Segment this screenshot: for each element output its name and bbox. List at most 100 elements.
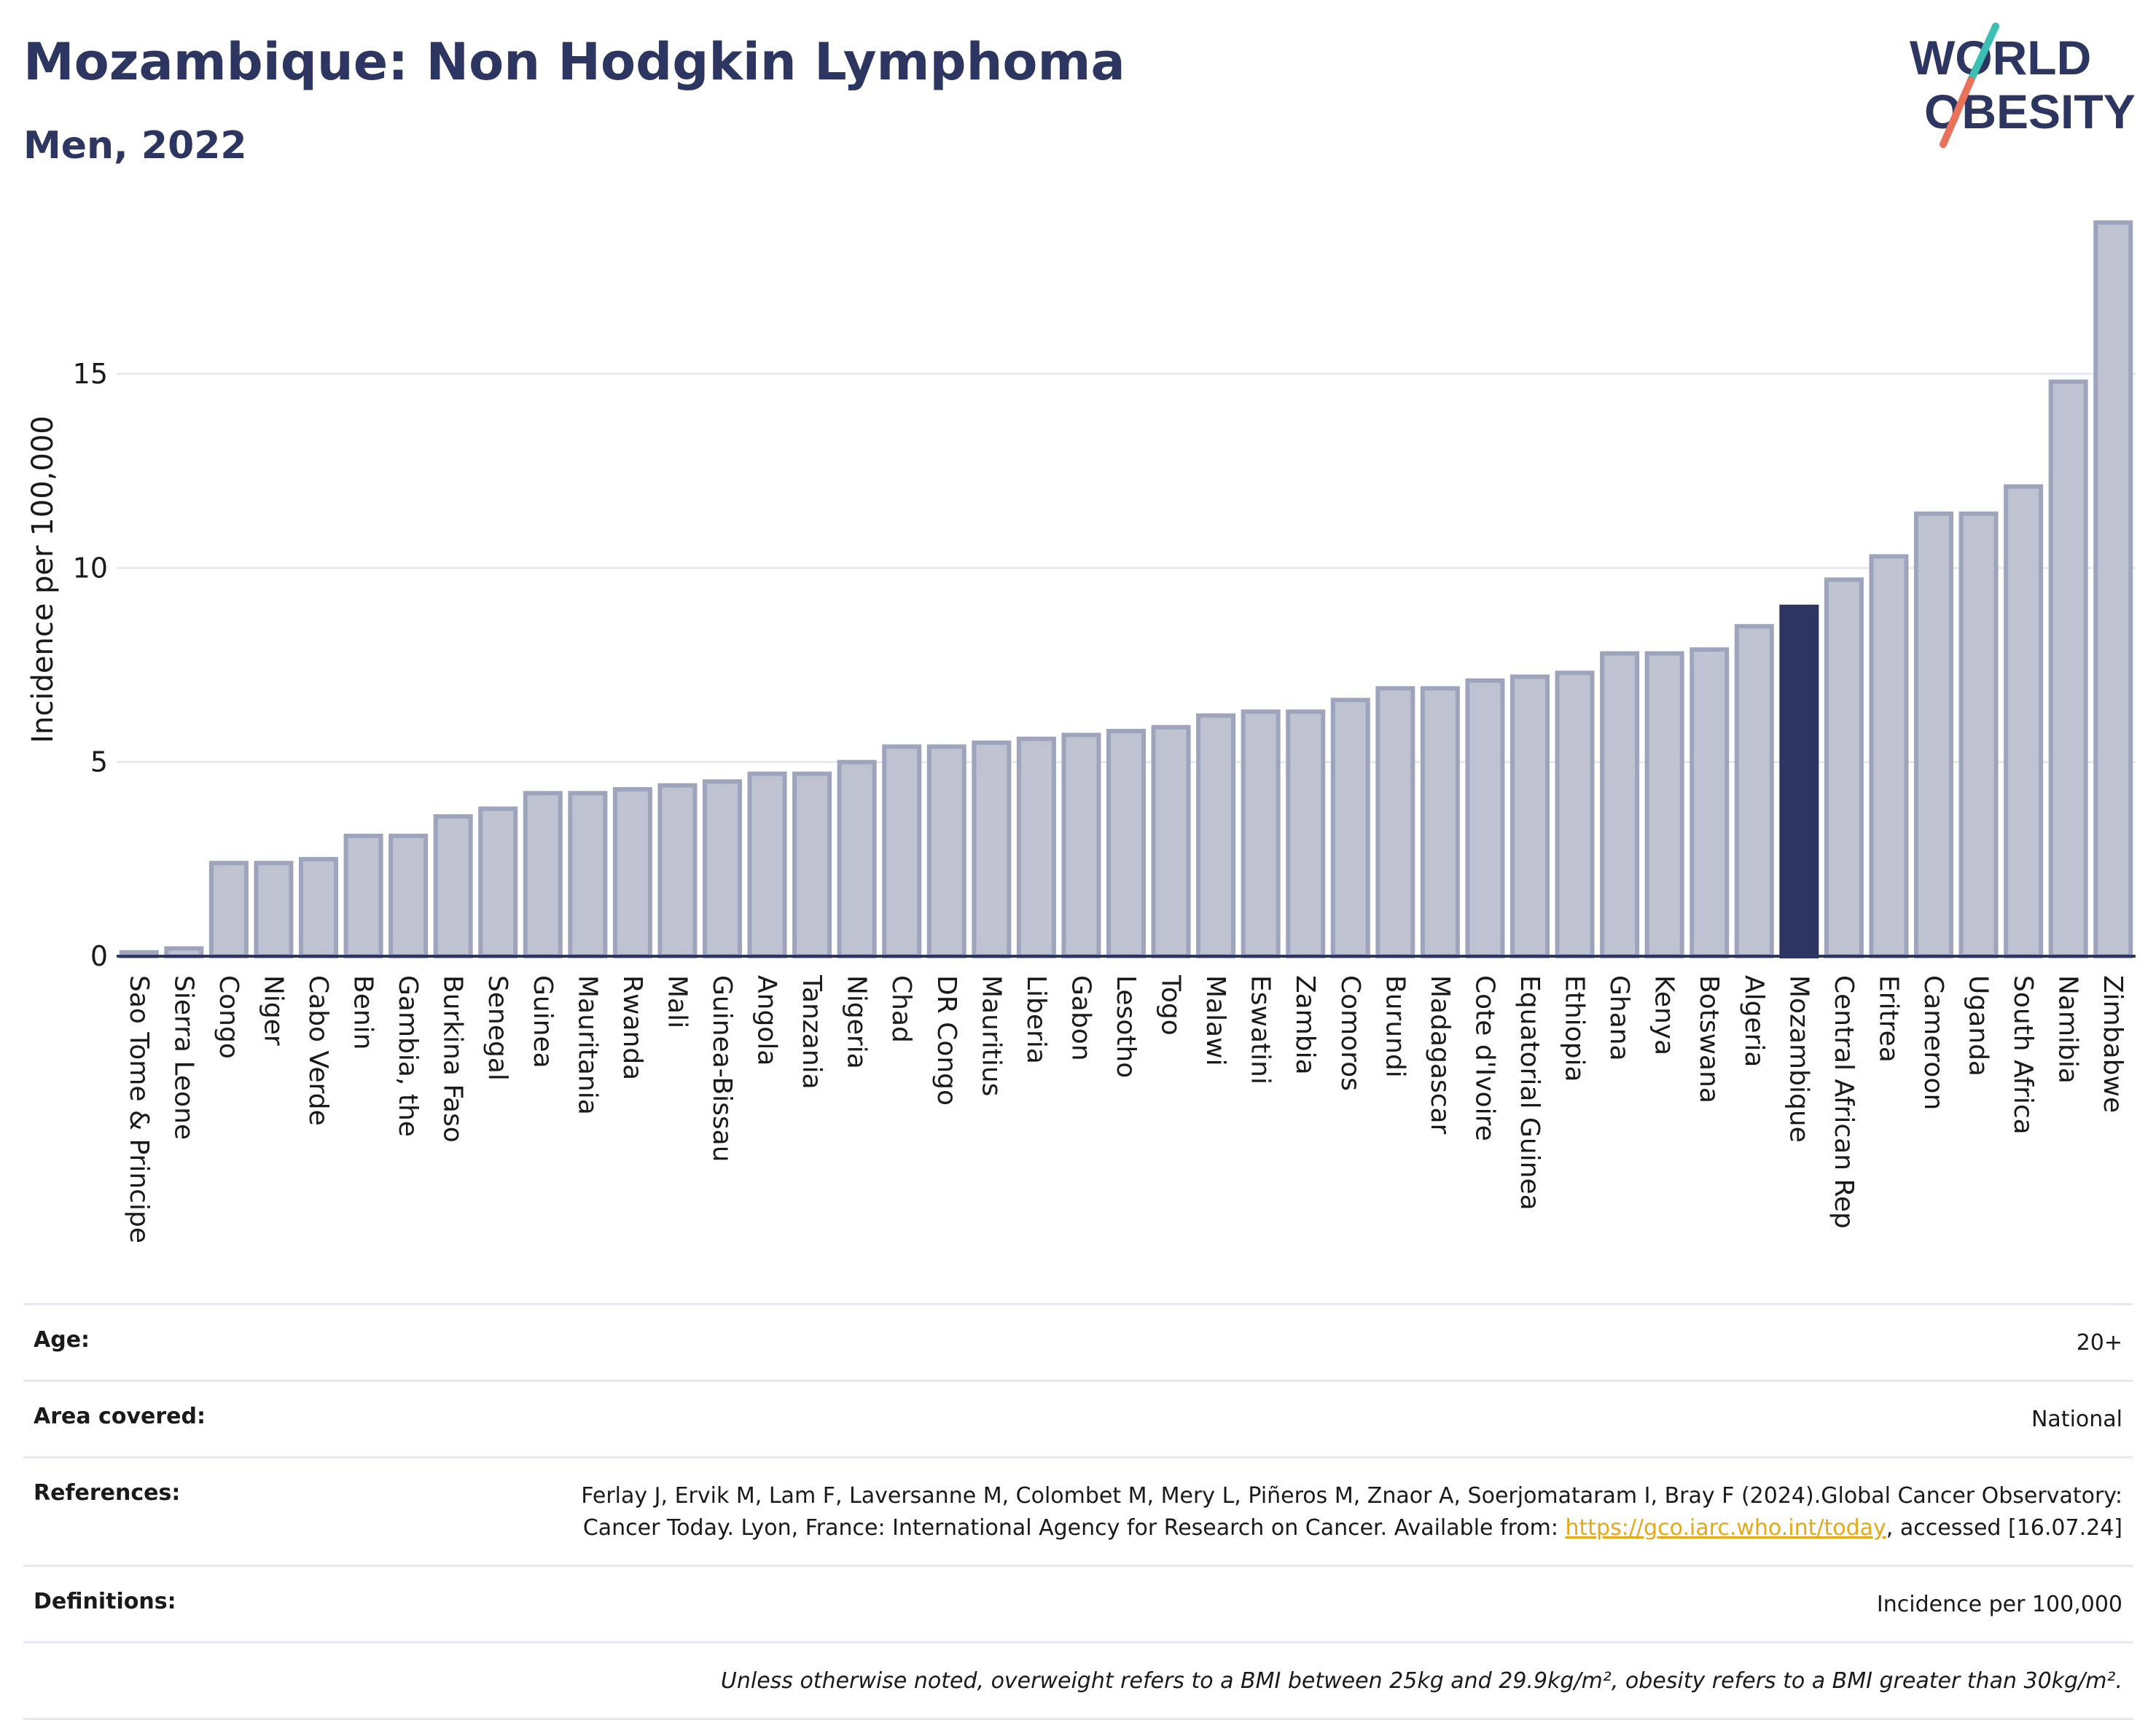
x-tick-label: Sao Tome & Principe — [124, 975, 154, 1243]
info-row-age: Age: 20+ — [23, 1303, 2133, 1380]
bar — [1644, 651, 1684, 958]
x-tick-label: Guinea-Bissau — [707, 975, 737, 1162]
x-tick-label: Kenya — [1649, 975, 1679, 1055]
x-tick-label: South Africa — [2008, 975, 2038, 1135]
bar — [1061, 732, 1101, 959]
x-tick-label: Gabon — [1066, 975, 1095, 1061]
x-tick-label: Ghana — [1604, 975, 1634, 1061]
bar — [1106, 729, 1147, 958]
logo-slash-top — [1967, 23, 1999, 84]
bar — [254, 861, 294, 959]
bar — [1016, 736, 1056, 958]
bar — [1958, 511, 1999, 958]
bar — [747, 771, 787, 959]
x-tick-label: Eritrea — [1873, 975, 1903, 1063]
x-tick-label: Cote d'Ivoire — [1469, 975, 1499, 1141]
x-tick-label: Uganda — [1964, 975, 1993, 1076]
x-tick-label: Lesotho — [1111, 975, 1141, 1078]
bar — [1509, 674, 1550, 958]
x-tick-label: Botswana — [1694, 975, 1724, 1103]
bar — [882, 744, 922, 958]
x-tick-label: Liberia — [1021, 975, 1051, 1064]
x-tick-label: Nigeria — [842, 975, 872, 1069]
bar — [1375, 686, 1415, 958]
bar — [2093, 220, 2133, 959]
bar — [298, 856, 339, 959]
x-tick-label: Central African Rep — [1829, 975, 1859, 1229]
logo-slash-bottom — [1940, 77, 1975, 148]
bar — [388, 833, 429, 958]
y-tick-label: 5 — [90, 746, 108, 778]
info-row-note: Unless otherwise noted, overweight refer… — [23, 1641, 2133, 1720]
x-tick-label: Madagascar — [1425, 975, 1455, 1135]
y-axis-label: Incidence per 100,000 — [26, 415, 60, 743]
x-tick-label: Ethiopia — [1560, 975, 1590, 1082]
x-tick-label: DR Congo — [931, 975, 961, 1106]
info-table: Age: 20+ Area covered: National Referenc… — [23, 1303, 2133, 1720]
bar — [433, 814, 473, 959]
x-tick-label: Burkina Faso — [438, 975, 468, 1143]
references-link[interactable]: https://gco.iarc.who.int/today — [1565, 1515, 1886, 1541]
bar — [1465, 678, 1505, 959]
info-row-area: Area covered: National — [23, 1380, 2133, 1456]
bar — [702, 779, 743, 958]
bar — [1196, 713, 1236, 958]
x-tick-label: Niger — [258, 975, 288, 1046]
bar — [1734, 624, 1774, 959]
bar — [478, 806, 518, 958]
bar — [568, 791, 608, 958]
x-tick-label: Malawi — [1200, 975, 1230, 1066]
x-tick-label: Benin — [348, 975, 378, 1049]
bar — [612, 786, 652, 958]
x-tick-label: Senegal — [483, 975, 512, 1081]
x-tick-label: Mauritius — [976, 975, 1006, 1096]
bar — [1600, 651, 1640, 958]
y-tick-label: 10 — [73, 552, 108, 584]
x-tick-label: Algeria — [1739, 975, 1769, 1068]
references-value: Ferlay J, Ervik M, Lam F, Laversanne M, … — [519, 1480, 2122, 1544]
bar — [657, 783, 698, 958]
x-tick-label: Cabo Verde — [303, 975, 333, 1126]
axes: 0 5 10 15 Sao Tome & Principe Sierra Leone Con… — [73, 358, 2136, 1243]
bar — [2004, 484, 2044, 958]
x-tick-label: Sierra Leone — [168, 975, 198, 1140]
bar — [1824, 577, 1864, 958]
references-suffix: , accessed [16.07.24] — [1886, 1515, 2122, 1541]
bar — [1913, 511, 1954, 958]
x-tick-label: Mali — [662, 975, 692, 1028]
definitions-value: Incidence per 100,000 — [1876, 1592, 2122, 1617]
bar — [1241, 709, 1281, 958]
bar — [1869, 554, 1909, 958]
bar — [926, 744, 966, 958]
bar — [1779, 604, 1819, 958]
bars — [119, 220, 2133, 959]
bar-chart: 0 5 10 15 Sao Tome & Principe Sierra Leone Con… — [26, 220, 2136, 1243]
y-tick-label: 0 — [90, 940, 108, 972]
chart-title: Mozambique: Non Hodgkin Lymphoma — [23, 32, 1125, 92]
x-tick-label: Cameroon — [1918, 975, 1948, 1110]
bar — [343, 833, 383, 958]
x-tick-label: Namibia — [2053, 975, 2083, 1084]
chart-subtitle: Men, 2022 — [23, 124, 247, 168]
x-tick-label: Zambia — [1290, 975, 1320, 1075]
references-text: Ferlay J, Ervik M, Lam F, Laversanne M, … — [581, 1483, 2122, 1541]
x-tick-label: Mozambique — [1784, 975, 1813, 1143]
bar — [837, 759, 877, 958]
x-tick-label: Congo — [214, 975, 243, 1059]
x-tick-label: Gambia, the — [393, 975, 423, 1137]
logo-line-1: WORLD — [1910, 31, 2091, 85]
bar — [1330, 697, 1370, 958]
age-value: 20+ — [2076, 1330, 2122, 1356]
definitions-label: Definitions: — [34, 1589, 176, 1614]
y-tick-label: 15 — [73, 358, 108, 390]
x-tick-label: Zimbabwe — [2098, 975, 2128, 1113]
x-tick-label: Tanzania — [797, 974, 827, 1090]
bmi-note: Unless otherwise noted, overweight refer… — [720, 1668, 2122, 1694]
world-obesity-logo: WORLD OBESITY — [1895, 22, 2143, 153]
x-tick-label: Chad — [886, 975, 916, 1043]
area-value: National — [2031, 1407, 2122, 1432]
references-label: References: — [34, 1480, 181, 1506]
x-tick-label: Burundi — [1380, 975, 1410, 1078]
info-row-references: References: Ferlay J, Ervik M, Lam F, La… — [23, 1456, 2133, 1565]
bar — [1151, 724, 1191, 958]
